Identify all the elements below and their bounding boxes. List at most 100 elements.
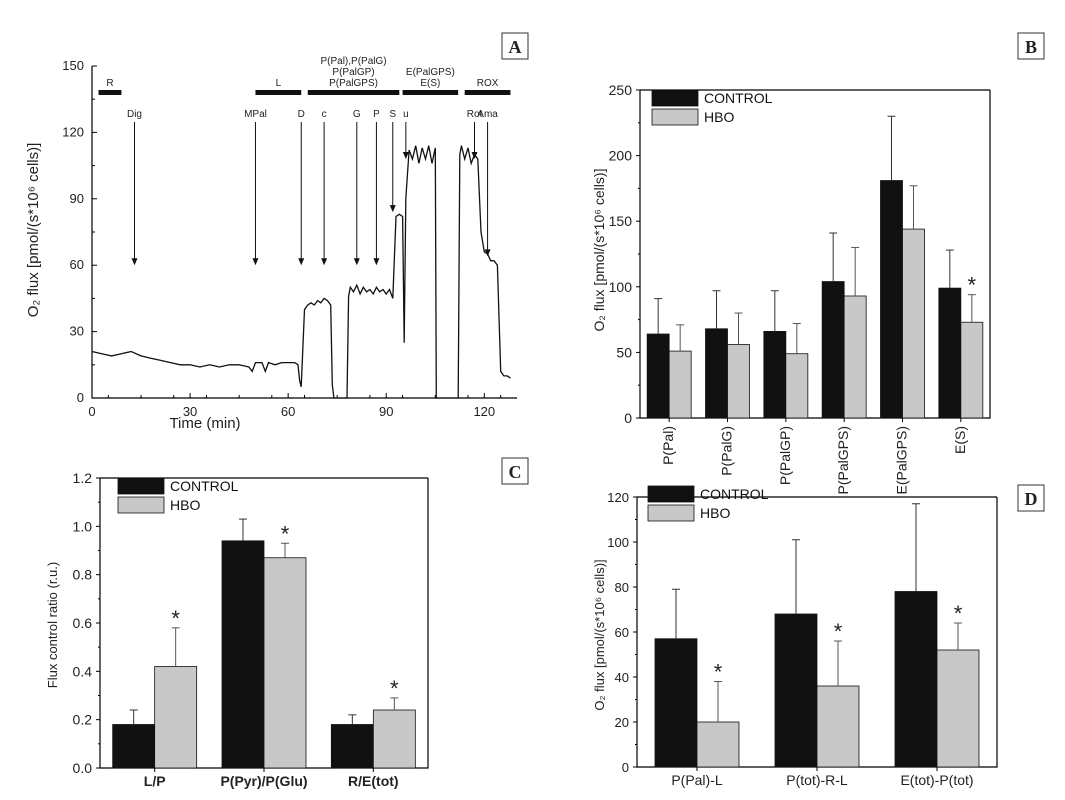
panel-a-state-label: P(PalGPS) [329,78,378,89]
panel-b-ylabel: O₂ flux [pmol/(s*10⁶ cells)] [591,169,607,332]
panel-a-ytick-label: 0 [77,390,84,405]
panel-d: D O₂ flux [pmol/(s*10⁶ cells)] 0 20 40 60 80… [592,484,1045,788]
panelC-ytick-label: 0.8 [73,567,93,583]
panelB-ytick-label: 0 [624,410,632,426]
panel-a-label-box [501,32,529,60]
panelB-category-label: E(S) [952,426,968,454]
panelD-ytick-label: 0 [622,760,629,775]
panel-a-state-bar [255,90,302,95]
panelB-category-label: P(PalG) [719,426,735,476]
panel-a: A Time (min) O₂ flux [pmol/(s*10⁶ cells)… [25,32,529,432]
panelD-legend-swatch-control [647,485,695,503]
panel-c-ylabel: Flux control ratio (r.u.) [45,562,60,688]
panel-a-addition-label: S [389,109,396,120]
panelB-significance-marker: * [968,273,977,298]
panelC-legend-swatch-control [117,477,165,495]
panelD-legend-swatch-hbo [647,504,695,522]
panelD-bar-control [894,591,938,768]
panel-a-xtick-label: 0 [88,404,95,419]
panelC-ytick-label: 0.2 [73,712,93,728]
panel-a-arrowhead [389,205,396,213]
panelB-bar-control [705,328,728,419]
panelD-bar-hbo [696,721,740,768]
panel-a-addition-label: u [403,109,409,120]
panel-a-addition-label: Rot [467,109,483,120]
panelB-bar-control [938,287,962,419]
panelB-category-label: E(PalGPS) [894,426,910,494]
panelB-ytick-label: 150 [609,213,633,229]
panelB-bar-control [880,180,903,419]
panel-a-arrowhead [353,258,360,266]
panelD-significance-marker: * [834,619,843,644]
panel-c: C Flux control ratio (r.u.) 0.0 0.2 0.4 0.6… [45,457,529,789]
panelB-bar-control [821,281,845,419]
panelB-legend-swatch-hbo [651,108,699,126]
panel-a-state-label: ROX [477,78,499,89]
panel-a-ytick-label: 60 [70,257,84,272]
panelD-category-label: P(Pal)-L [671,772,723,788]
panel-a-state-bar [402,90,459,95]
panelC-category-label: R/E(tot) [348,773,399,789]
panel-a-state-bar [307,90,400,95]
panel-d-label-box [1017,484,1045,512]
panelD-bar-hbo [816,685,860,768]
panel-a-trace [91,145,511,399]
panelD-category-label: P(tot)-R-L [786,772,848,788]
panelB-bar-hbo [668,350,692,419]
panelC-bar-hbo [263,557,307,769]
panelB-bar-control [646,333,670,419]
panel-a-arrowhead [131,258,138,266]
panelD-ytick-label: 60 [615,625,629,640]
panel-a-arrowhead [298,258,305,266]
panel-a-ytick-label: 150 [62,58,84,73]
panel-a-ytick-label: 30 [70,324,84,339]
panel-a-addition-label: c [322,109,327,120]
panel-a-arrowhead [252,258,259,266]
panel-a-addition-label: Ama [477,109,498,120]
panel-a-xtick-label: 30 [183,404,197,419]
panelC-bar-control [221,540,265,769]
panelB-category-label: P(Pal) [660,426,676,465]
panelB-category-label: P(PalGP) [777,426,793,485]
panelB-legend-swatch-control [651,89,699,107]
panelC-ytick-label: 1.2 [73,470,93,486]
panelB-ytick-label: 250 [609,82,633,98]
panel-a-xtick-label: 60 [281,404,295,419]
panel-a-addition-label: D [298,109,305,120]
panelD-bar-control [654,638,698,768]
panel-a-xtick-label: 90 [379,404,393,419]
panelC-ytick-label: 0.6 [73,615,93,631]
panel-a-state-label: R [106,78,113,89]
panelB-bar-hbo [785,353,809,419]
panelD-category-label: E(tot)-P(tot) [900,772,973,788]
panelD-ytick-label: 40 [615,670,629,685]
panelC-legend-label: CONTROL [170,478,239,494]
panelB-legend-label: HBO [704,109,734,125]
panelC-legend-label: HBO [170,497,200,513]
panel-b: B O₂ flux [pmol/(s*10⁶ cells)] 0 50 100 150… [591,32,1045,494]
panel-a-state-label: E(S) [420,78,440,89]
panel-d-label: D [1025,489,1038,509]
panelD-significance-marker: * [954,601,963,626]
panelD-legend-label: CONTROL [700,486,769,502]
panel-a-label: A [509,37,522,57]
panelD-ytick-label: 20 [615,715,629,730]
panelD-ytick-label: 80 [615,580,629,595]
panel-a-state-label: P(PalGP) [332,67,374,78]
panel-a-ytick-label: 90 [70,191,84,206]
panelB-bar-hbo [843,295,867,419]
panelD-significance-marker: * [714,660,723,685]
panelC-legend-swatch-hbo [117,496,165,514]
panelB-ytick-label: 100 [609,279,633,295]
panelC-significance-marker: * [390,676,399,701]
panel-d-ylabel: O₂ flux [pmol/(s*10⁶ cells)] [592,559,607,710]
panelD-legend-label: HBO [700,505,730,521]
panel-a-arrowhead [484,249,491,257]
panelC-significance-marker: * [281,521,290,546]
panelB-axes [639,90,991,419]
panelC-category-label: P(Pyr)/P(Glu) [220,773,307,789]
panel-a-state-bar [98,90,122,95]
panelC-ytick-label: 0.0 [73,760,93,776]
panelB-ytick-label: 200 [609,148,633,164]
